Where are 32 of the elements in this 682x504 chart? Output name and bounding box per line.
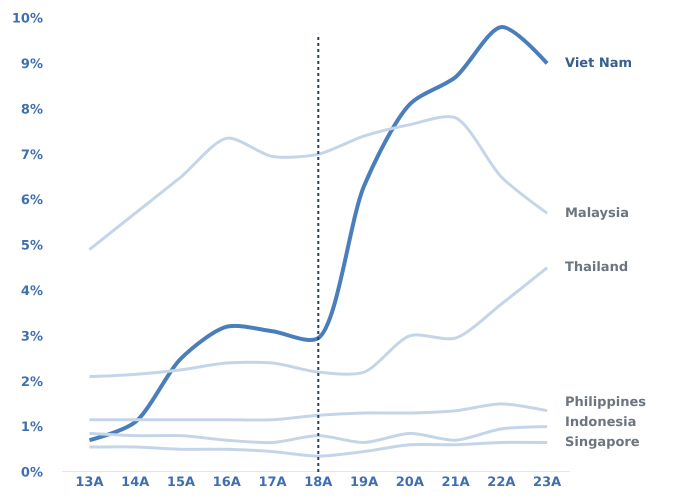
- y-tick-label: 1%: [20, 420, 43, 436]
- series-label: Thailand: [565, 260, 628, 275]
- series-label: Philippines: [565, 395, 646, 410]
- y-tick-label: 9%: [20, 56, 43, 72]
- series-label: Indonesia: [565, 415, 636, 430]
- x-tick-label: 14A: [121, 475, 150, 490]
- x-tick-label: 16A: [212, 475, 241, 490]
- y-tick-label: 10%: [12, 12, 43, 27]
- y-tick-label: 0%: [20, 466, 43, 481]
- y-tick-label: 4%: [20, 284, 43, 299]
- x-tick-label: 22A: [487, 475, 516, 490]
- y-tick-label: 8%: [20, 102, 43, 118]
- x-tick-label: 17A: [258, 475, 287, 490]
- x-tick-label: 21A: [442, 475, 470, 490]
- y-tick-label: 5%: [20, 238, 43, 254]
- series-label: Singapore: [565, 435, 640, 450]
- y-tick-label: 7%: [20, 148, 43, 163]
- x-tick-label: 19A: [350, 475, 378, 490]
- x-tick-label: 23A: [533, 475, 562, 490]
- y-tick-label: 3%: [20, 329, 43, 344]
- y-tick-label: 6%: [20, 193, 43, 208]
- x-tick-label: 20A: [396, 475, 424, 490]
- line-series: [88, 266, 549, 378]
- line-series: [87, 25, 550, 442]
- y-tick-label: 2%: [20, 374, 43, 390]
- x-tick-label: 15A: [166, 475, 196, 490]
- series-label: Malaysia: [565, 206, 629, 221]
- series-label: Viet Nam: [565, 56, 632, 71]
- x-tick-label: 18A: [304, 475, 332, 490]
- line-series: [88, 402, 549, 422]
- line-series: [88, 115, 549, 252]
- x-tick-label: 13A: [75, 475, 104, 490]
